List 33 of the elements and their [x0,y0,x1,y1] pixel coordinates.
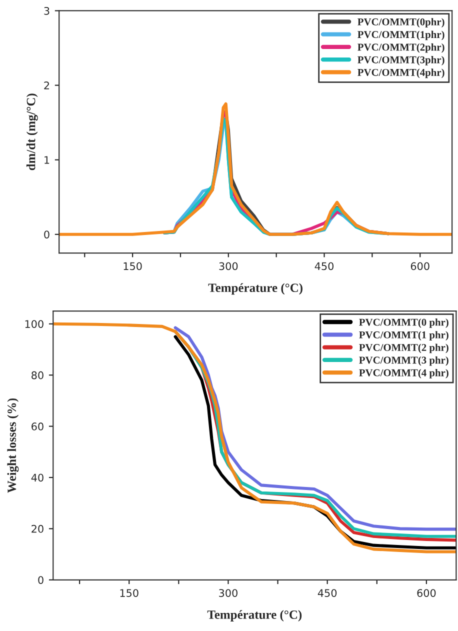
x-tick-label: 150 [120,589,138,597]
y-tick-label: 2 [44,82,50,90]
x-tick-label: 150 [124,262,142,270]
legend-label: PVC/OMMT(0phr) [358,18,444,28]
legend-label: PVC/OMMT(4phr) [358,68,444,78]
x-tick-label: 600 [410,262,430,270]
legend-label: PVC/OMMT(2 phr) [359,344,448,354]
legend-label: PVC/OMMT(2phr) [358,43,444,53]
legend-label: PVC/OMMT(4 phr) [359,368,448,378]
legend-label: PVC/OMMT(1 phr) [359,331,448,341]
y-tick-label: 40 [31,474,44,482]
legend-label: PVC/OMMT(3phr) [358,56,444,66]
legend-label: PVC/OMMT(1phr) [358,30,444,40]
y-tick-label: 20 [32,524,44,533]
y-axis-title: Weight losses (%) [7,398,19,493]
x-tick-label: 450 [318,589,337,597]
y-tick-label: 0 [44,230,50,238]
x-tick-label: 450 [314,262,334,270]
line-series [59,102,452,236]
x-axis-title: Température (°C) [208,283,302,295]
y-tick-label: 0 [38,576,44,584]
x-axis-title: Température (°C) [207,610,302,622]
x-tick-label: 600 [417,589,436,597]
x-tick-label: 300 [219,262,238,270]
y-axis-title: dm/dt (mg/°C) [26,94,38,170]
y-tick-label: 1 [44,156,50,164]
y-tick-label: 3 [44,6,50,15]
x-tick-label: 300 [219,589,238,597]
legend-label: PVC/OMMT(3 phr) [359,356,448,366]
y-tick-label: 80 [32,371,44,380]
y-tick-label: 100 [25,320,44,328]
legend-label: PVC/OMMT(0 phr) [359,318,448,328]
y-tick-label: 60 [32,422,44,430]
